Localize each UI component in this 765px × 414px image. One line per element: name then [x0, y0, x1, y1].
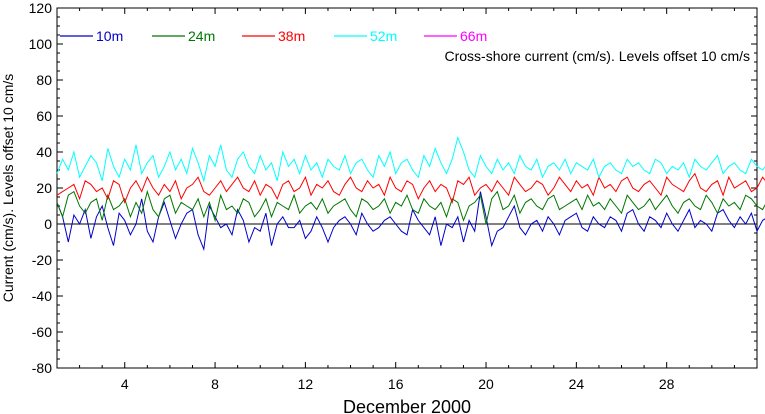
y-tick-label: -80 — [32, 360, 52, 376]
series-group — [56, 135, 765, 252]
x-tick-label: 12 — [298, 376, 314, 392]
y-tick-label: 0 — [44, 216, 52, 232]
x-tick-label: 20 — [478, 376, 494, 392]
legend: 10m 24m 38m 52m 66m — [60, 28, 487, 44]
legend-label-52m: 52m — [370, 28, 397, 44]
y-tick-label: 60 — [36, 108, 52, 124]
legend-label-38m: 38m — [278, 28, 305, 44]
y-axis-label: Current (cm/s). Levels offset 10 cm/s — [0, 74, 16, 302]
series-line-38m — [56, 172, 765, 205]
x-tick-label: 8 — [211, 376, 219, 392]
legend-label-24m: 24m — [188, 28, 215, 44]
y-tick-label: 120 — [29, 0, 53, 16]
x-tick-label: 24 — [569, 376, 585, 392]
x-tick-label: 4 — [121, 376, 129, 392]
legend-label-10m: 10m — [96, 28, 123, 44]
y-tick-label: -60 — [32, 324, 52, 340]
legend-label-66m: 66m — [460, 28, 487, 44]
y-tick-label: 40 — [36, 144, 52, 160]
y-tick-label: 100 — [29, 36, 53, 52]
y-tick-label: -20 — [32, 252, 52, 268]
series-line-24m — [56, 189, 765, 225]
y-axis: -80 -60 -40 -20 0 20 40 60 80 100 120 — [29, 0, 757, 376]
x-axis: 4 8 12 16 20 24 28 — [56, 8, 758, 392]
y-tick-label: -40 — [32, 288, 52, 304]
y-tick-label: 80 — [36, 72, 52, 88]
x-axis-label: December 2000 — [343, 397, 471, 414]
y-tick-label: 20 — [36, 180, 52, 196]
x-tick-label: 28 — [659, 376, 675, 392]
series-line-52m — [56, 135, 765, 183]
chart-annotation: Cross-shore current (cm/s). Levels offse… — [445, 48, 751, 64]
x-tick-label: 16 — [388, 376, 404, 392]
series-line-10m — [56, 191, 765, 252]
